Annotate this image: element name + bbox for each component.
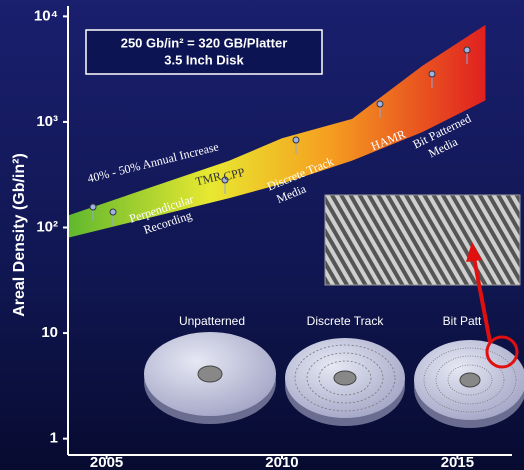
milestone-marker <box>110 209 116 215</box>
y-tick-label: 10³ <box>36 113 58 130</box>
milestone-marker <box>293 137 299 143</box>
milestone-marker <box>429 71 435 77</box>
disk <box>144 332 276 424</box>
disk <box>285 338 405 426</box>
milestone-marker <box>377 101 383 107</box>
y-tick-label: 10 <box>41 324 58 341</box>
disk <box>414 340 524 428</box>
disk-label: Discrete Track <box>307 314 385 328</box>
disk-label: Unpatterned <box>179 314 245 328</box>
y-tick-label: 10⁴ <box>34 7 58 24</box>
disk-label: Bit Patt <box>443 314 482 328</box>
subtitle: 3.5 Inch Disk <box>164 52 244 67</box>
chart: 250 Gb/in² = 320 GB/Platter 3.5 Inch Dis… <box>0 0 524 470</box>
milestone-marker <box>90 204 96 210</box>
y-tick-label: 1 <box>50 430 58 447</box>
title: 250 Gb/in² = 320 GB/Platter <box>121 35 288 50</box>
x-tick-label: 2005 <box>90 454 123 470</box>
x-tick-label: 2015 <box>441 454 474 470</box>
y-tick-label: 10² <box>36 218 58 235</box>
media-image <box>325 195 520 285</box>
y-axis-label: Areal Density (Gb/in²) <box>11 153 28 317</box>
milestone-marker <box>464 47 470 53</box>
x-tick-label: 2010 <box>265 454 298 470</box>
